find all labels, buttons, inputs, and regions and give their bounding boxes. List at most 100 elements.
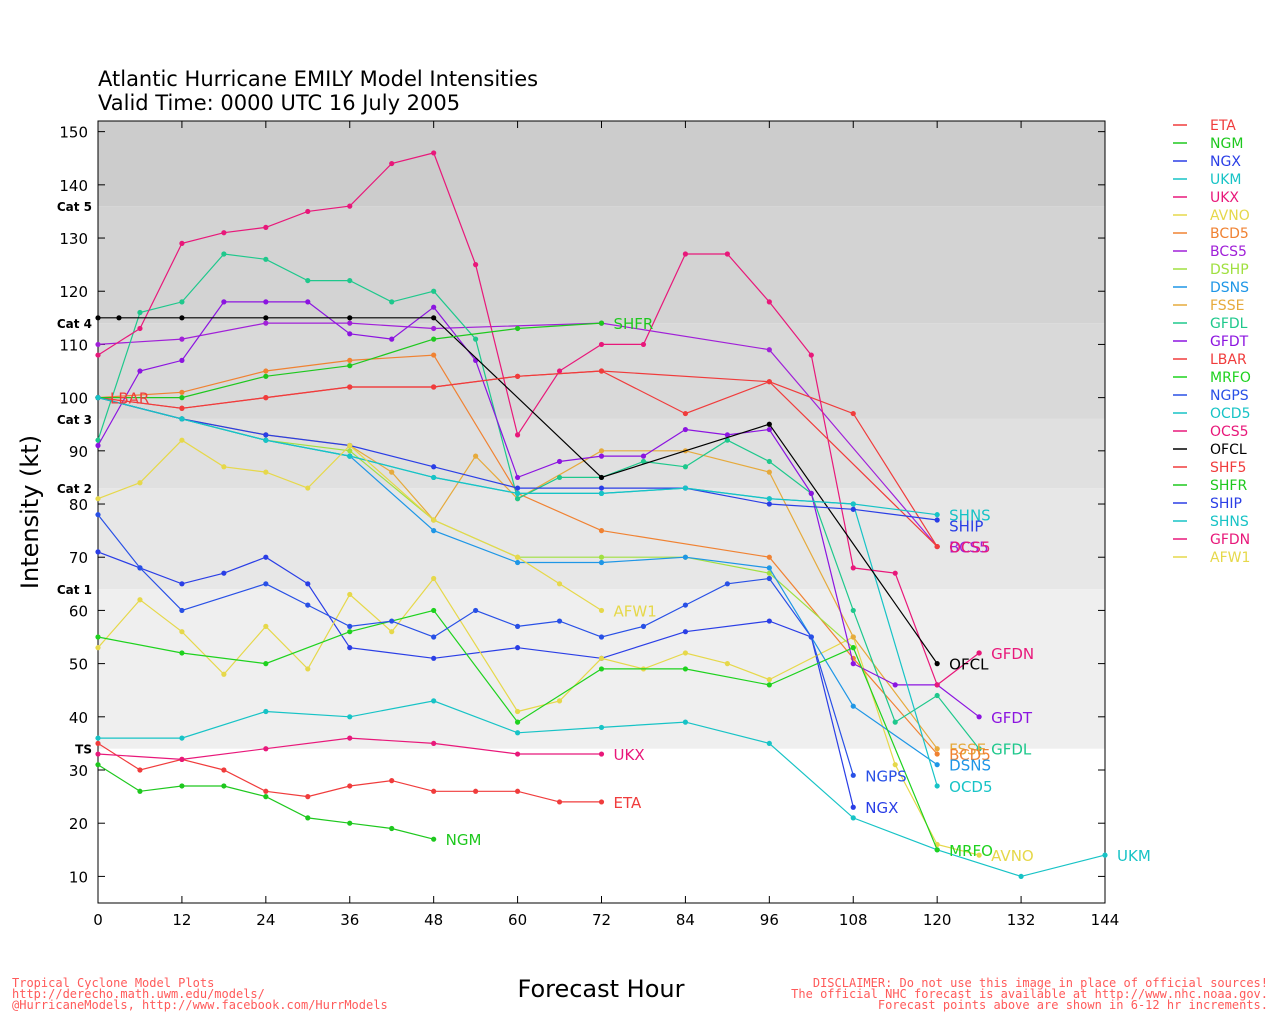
data-point	[514, 751, 521, 757]
data-point	[473, 262, 479, 268]
data-point	[640, 623, 647, 629]
data-point	[347, 448, 353, 454]
data-point	[389, 336, 395, 342]
data-point	[934, 692, 940, 699]
data-point	[263, 794, 269, 800]
data-point	[598, 559, 605, 566]
x-tick-label: 84	[676, 911, 695, 929]
y-tick-label: 20	[69, 815, 88, 833]
series-end-label: UKM	[1117, 847, 1151, 865]
data-point	[263, 256, 269, 262]
data-point	[850, 634, 856, 640]
x-tick-label: 96	[760, 911, 779, 929]
x-tick-label: 60	[508, 911, 527, 929]
data-point	[598, 368, 605, 374]
legend-entry: SHF5	[1210, 460, 1246, 476]
data-point	[347, 591, 353, 598]
data-point	[305, 277, 311, 284]
data-point	[221, 767, 227, 773]
y-tick-label: 100	[59, 390, 88, 408]
legend-entry: SHIP	[1210, 496, 1242, 512]
data-point	[598, 666, 605, 672]
legend-entry: GFDN	[1210, 532, 1250, 548]
data-point	[431, 464, 437, 470]
data-point	[263, 432, 269, 438]
data-point	[347, 203, 353, 209]
data-point	[305, 208, 311, 215]
data-point	[95, 512, 101, 518]
data-point	[766, 575, 772, 582]
series-end-label: SHIP	[949, 517, 983, 535]
data-point	[263, 554, 269, 560]
data-point	[137, 368, 143, 374]
data-point	[431, 304, 437, 310]
data-point	[724, 432, 730, 438]
data-point	[682, 485, 689, 491]
legend-entry: UKX	[1210, 190, 1239, 206]
y-tick-label: 90	[69, 443, 88, 461]
data-point	[682, 602, 689, 608]
series-shns	[95, 395, 940, 518]
data-point	[473, 453, 479, 459]
data-point	[473, 788, 479, 794]
legend-entry: NGPS	[1210, 388, 1249, 404]
data-point	[95, 437, 101, 443]
data-point	[263, 320, 269, 326]
data-point	[263, 581, 269, 587]
series-ngx	[95, 549, 856, 810]
legend-entry: BCS5	[1210, 244, 1247, 260]
data-point	[640, 458, 647, 465]
y-tick-label: 60	[69, 602, 88, 620]
data-point	[850, 815, 856, 821]
data-point	[808, 490, 814, 496]
data-point	[808, 352, 814, 358]
x-tick-label: 0	[93, 911, 103, 929]
series-end-label: AVNO	[991, 847, 1034, 865]
data-point	[389, 618, 395, 624]
data-point	[179, 756, 185, 762]
series-line	[97, 354, 938, 755]
legend-entry: OCD5	[1210, 406, 1250, 422]
data-point	[179, 315, 185, 321]
data-point	[934, 762, 940, 768]
data-point	[389, 299, 395, 305]
legend-entry: AVNO	[1210, 208, 1250, 224]
data-point	[766, 496, 772, 502]
data-point	[892, 762, 898, 768]
series-line	[97, 742, 602, 803]
x-tick-label: 12	[172, 911, 191, 929]
data-point	[598, 341, 605, 348]
series-ofcl	[95, 315, 940, 667]
y-tick-label: 40	[69, 709, 88, 727]
data-point	[682, 251, 689, 257]
y-tick-label: 150	[59, 124, 88, 142]
data-point	[682, 666, 689, 672]
data-point	[347, 820, 353, 826]
series-end-label: NGM	[446, 831, 482, 849]
data-point	[221, 230, 227, 236]
series-ocs5	[95, 150, 982, 688]
data-point	[1102, 852, 1108, 858]
data-point	[221, 251, 227, 257]
y-tick-label: 140	[59, 177, 88, 195]
category-label: Cat 5	[57, 200, 92, 214]
data-point	[766, 426, 772, 433]
data-point	[95, 762, 101, 768]
footer-disclaimer-line: DISCLAIMER: Do not use this image in pla…	[812, 976, 1268, 990]
data-point	[850, 645, 856, 651]
data-point	[179, 783, 185, 789]
data-point	[347, 363, 353, 369]
data-point	[179, 395, 185, 401]
data-point	[682, 719, 689, 725]
data-point	[514, 554, 521, 560]
data-point	[263, 368, 269, 374]
series-end-label: GFDL	[991, 741, 1032, 759]
data-point	[95, 341, 101, 348]
legend-entry: SHNS	[1210, 514, 1249, 530]
data-point	[431, 352, 437, 358]
data-point	[389, 629, 395, 635]
data-point	[766, 565, 772, 571]
legend-entry: FSSE	[1210, 298, 1244, 314]
legend-entry: AFW1	[1210, 550, 1250, 566]
data-point	[934, 517, 940, 523]
